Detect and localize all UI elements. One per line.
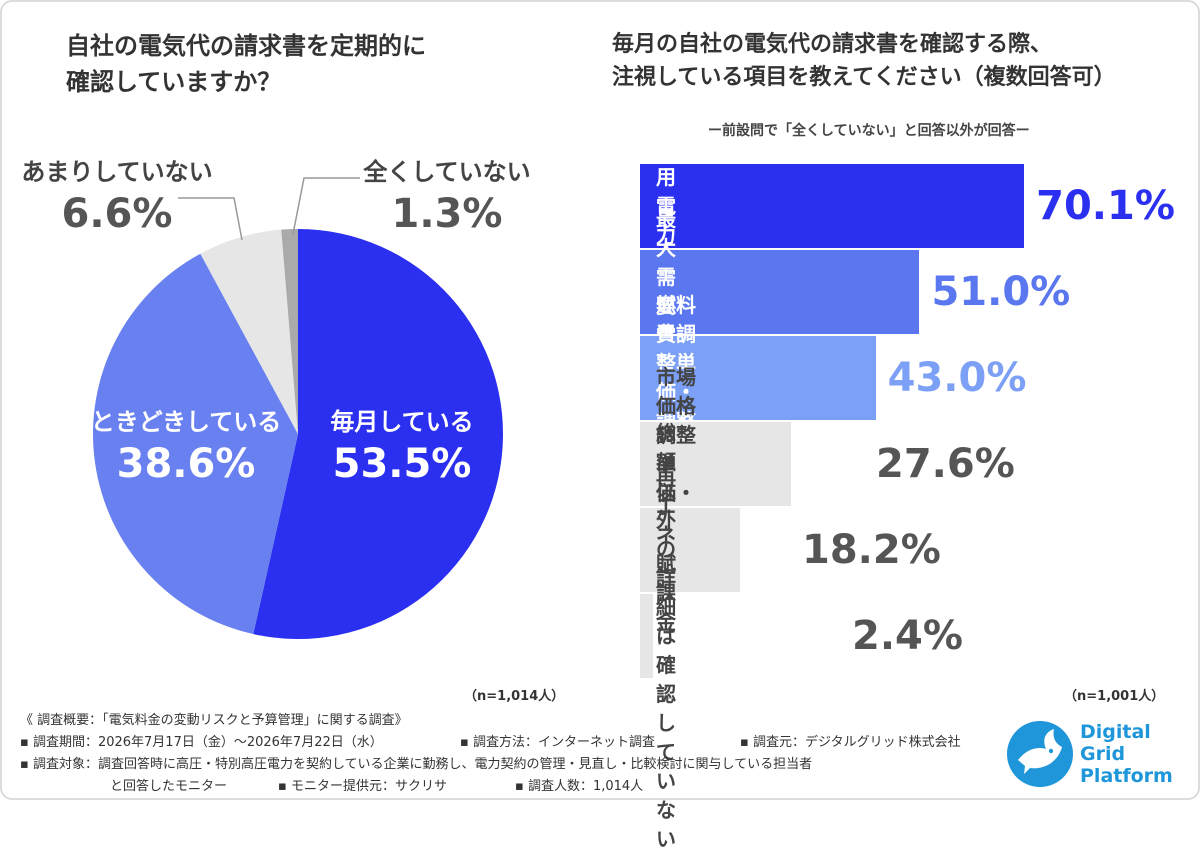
footer-target: ▪ 調査対象：調査回答時に高圧・特別高圧電力を契約している企業に勤務し、電力契約… <box>20 757 813 772</box>
dove-icon <box>1007 721 1073 787</box>
pie-slice-rarely <box>200 229 298 434</box>
bar-max-demand <box>640 250 920 334</box>
pie-sample-size: （n=1,014人） <box>464 689 565 704</box>
footer-provider: ▪ モニター提供元：サクリサ <box>278 779 447 794</box>
pie-slice-never <box>281 228 298 434</box>
footer-source: ▪ 調査元：デジタルグリッド株式会社 <box>740 735 961 750</box>
bar-value-usage: 70.1% <box>1036 183 1175 229</box>
bar-market-adjustment <box>640 422 792 506</box>
pie-label-sometimes: ときどきしている 38.6% <box>90 408 282 487</box>
bar-fuel-adjustment <box>640 336 876 420</box>
bar-value-market-adjustment: 27.6% <box>876 441 1015 487</box>
footer-period: ▪ 調査期間：2026年7月17日（金）〜2026年7月22日（水） <box>20 735 383 750</box>
bar-label-total-only: 総額以外の詳細は 確認していない <box>656 421 676 851</box>
bar-chart-title: 毎月の自社の電気代の請求書を確認する際、 注視している項目を教えてください（複数… <box>612 32 1116 90</box>
bar-usage <box>640 164 1025 248</box>
bar-value-renewable-levy: 18.2% <box>802 527 941 573</box>
pie-label-rarely: あまりしていない 6.6% <box>21 158 213 237</box>
leader-line-never <box>292 177 360 235</box>
pie-label-monthly: 毎月している 53.5% <box>330 408 474 487</box>
footer-summary: 《 調査概要：「電気料金の変動リスクと予算管理」に関する調査》 <box>20 713 408 728</box>
pie-slice-sometimes <box>93 253 298 635</box>
bar-value-total-only: 2.4% <box>852 613 963 659</box>
bar-chart-subtitle: ー前設問で「全くしていない」と回答以外が回答ー <box>708 123 1030 139</box>
footer-respondents: ▪ 調査人数：1,014人 <box>515 779 644 794</box>
logo-line-3: Platform <box>1080 765 1173 787</box>
footer-target-cont: と回答したモニター <box>110 779 228 794</box>
logo-line-2: Grid <box>1080 743 1126 765</box>
bar-sample-size: （n=1,001人） <box>1064 689 1165 704</box>
logo-line-1: Digital <box>1080 721 1151 743</box>
company-logo: Digital Grid Platform <box>1002 714 1192 794</box>
bar-value-max-demand: 51.0% <box>931 269 1071 315</box>
pie-slice-monthly <box>253 228 504 639</box>
leader-line-rarely <box>178 197 243 241</box>
bar-renewable-levy <box>640 508 740 592</box>
footer-method: ▪ 調査方法：インターネット調査 <box>460 735 655 750</box>
pie-chart <box>93 177 504 639</box>
pie-chart-title: 自社の電気代の請求書を定期的に 確認していますか？ <box>66 32 426 96</box>
bar-value-fuel-adjustment: 43.0% <box>887 355 1027 401</box>
pie-label-never: 全くしていない 1.3% <box>363 158 531 237</box>
bar-total-only <box>640 594 654 678</box>
